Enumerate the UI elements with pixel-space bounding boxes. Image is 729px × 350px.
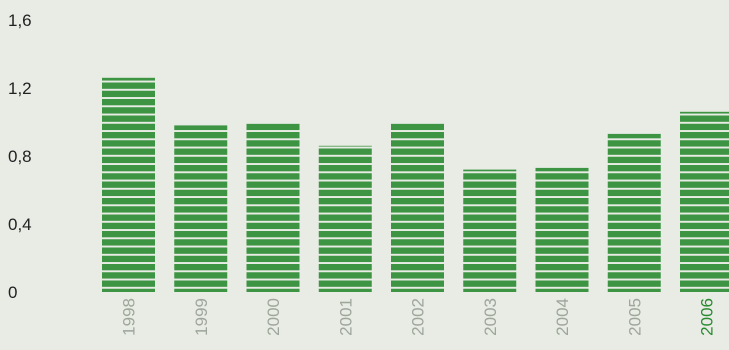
x-tick-label-2003: 2003 bbox=[481, 298, 500, 336]
bar-1998 bbox=[102, 77, 155, 292]
y-axis: 0 0,4 0,8 1,2 1,6 bbox=[8, 11, 32, 302]
x-axis: 1998 1999 2000 2001 2002 2003 2004 2005 2006 bbox=[120, 298, 717, 336]
x-tick-label-1998: 1998 bbox=[120, 298, 139, 336]
y-tick-label: 0,8 bbox=[8, 147, 32, 166]
bar-2004 bbox=[535, 167, 589, 292]
x-tick-label-1999: 1999 bbox=[192, 298, 211, 336]
bar-2006 bbox=[680, 111, 729, 292]
y-tick-label: 0,4 bbox=[8, 215, 32, 234]
x-tick-label-2005: 2005 bbox=[625, 298, 644, 336]
y-tick-label: 1,2 bbox=[8, 79, 32, 98]
x-tick-label-2006: 2006 bbox=[698, 298, 717, 336]
bar-2003 bbox=[463, 169, 517, 292]
x-tick-label-2000: 2000 bbox=[264, 298, 283, 336]
bars bbox=[102, 77, 729, 293]
bar-2005 bbox=[607, 133, 661, 292]
bar-2000 bbox=[246, 123, 300, 292]
bar-2001 bbox=[318, 145, 372, 292]
x-tick-label-2001: 2001 bbox=[336, 298, 355, 336]
x-tick-label-2002: 2002 bbox=[409, 298, 428, 336]
bar-1999 bbox=[174, 125, 228, 293]
bar-2002 bbox=[391, 123, 444, 292]
y-tick-label: 0 bbox=[8, 283, 17, 302]
x-tick-label-2004: 2004 bbox=[553, 298, 572, 336]
y-tick-label: 1,6 bbox=[8, 11, 32, 30]
